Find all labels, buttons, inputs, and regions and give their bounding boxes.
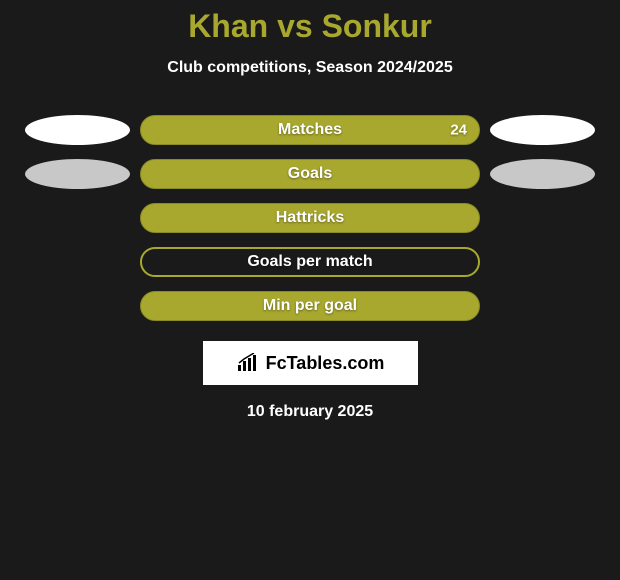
stat-bar: Min per goal <box>140 291 480 321</box>
stat-value: 24 <box>450 122 467 139</box>
stat-label: Hattricks <box>276 209 344 227</box>
stat-label: Matches <box>278 121 342 139</box>
page-title: Khan vs Sonkur <box>0 8 620 45</box>
stat-bar: Goals <box>140 159 480 189</box>
chart-row: Goals per match <box>0 247 620 277</box>
chart-row: Goals <box>0 159 620 189</box>
stat-label: Goals <box>288 165 332 183</box>
chart-row: Min per goal <box>0 291 620 321</box>
left-ellipse <box>25 115 130 145</box>
stat-bar: Matches 24 <box>140 115 480 145</box>
subtitle: Club competitions, Season 2024/2025 <box>0 59 620 77</box>
left-ellipse <box>25 159 130 189</box>
stat-label: Goals per match <box>247 253 372 271</box>
barchart-icon <box>236 353 262 373</box>
date-label: 10 february 2025 <box>0 403 620 421</box>
comparison-chart: Matches 24 Goals Hattricks Goals per match Mi… <box>0 115 620 321</box>
right-ellipse <box>490 159 595 189</box>
logo-text: FcTables.com <box>266 353 385 374</box>
logo-box: FcTables.com <box>203 341 418 385</box>
chart-row: Matches 24 <box>0 115 620 145</box>
right-ellipse <box>490 115 595 145</box>
chart-row: Hattricks <box>0 203 620 233</box>
stat-bar: Goals per match <box>140 247 480 277</box>
stat-label: Min per goal <box>263 297 357 315</box>
stat-bar: Hattricks <box>140 203 480 233</box>
